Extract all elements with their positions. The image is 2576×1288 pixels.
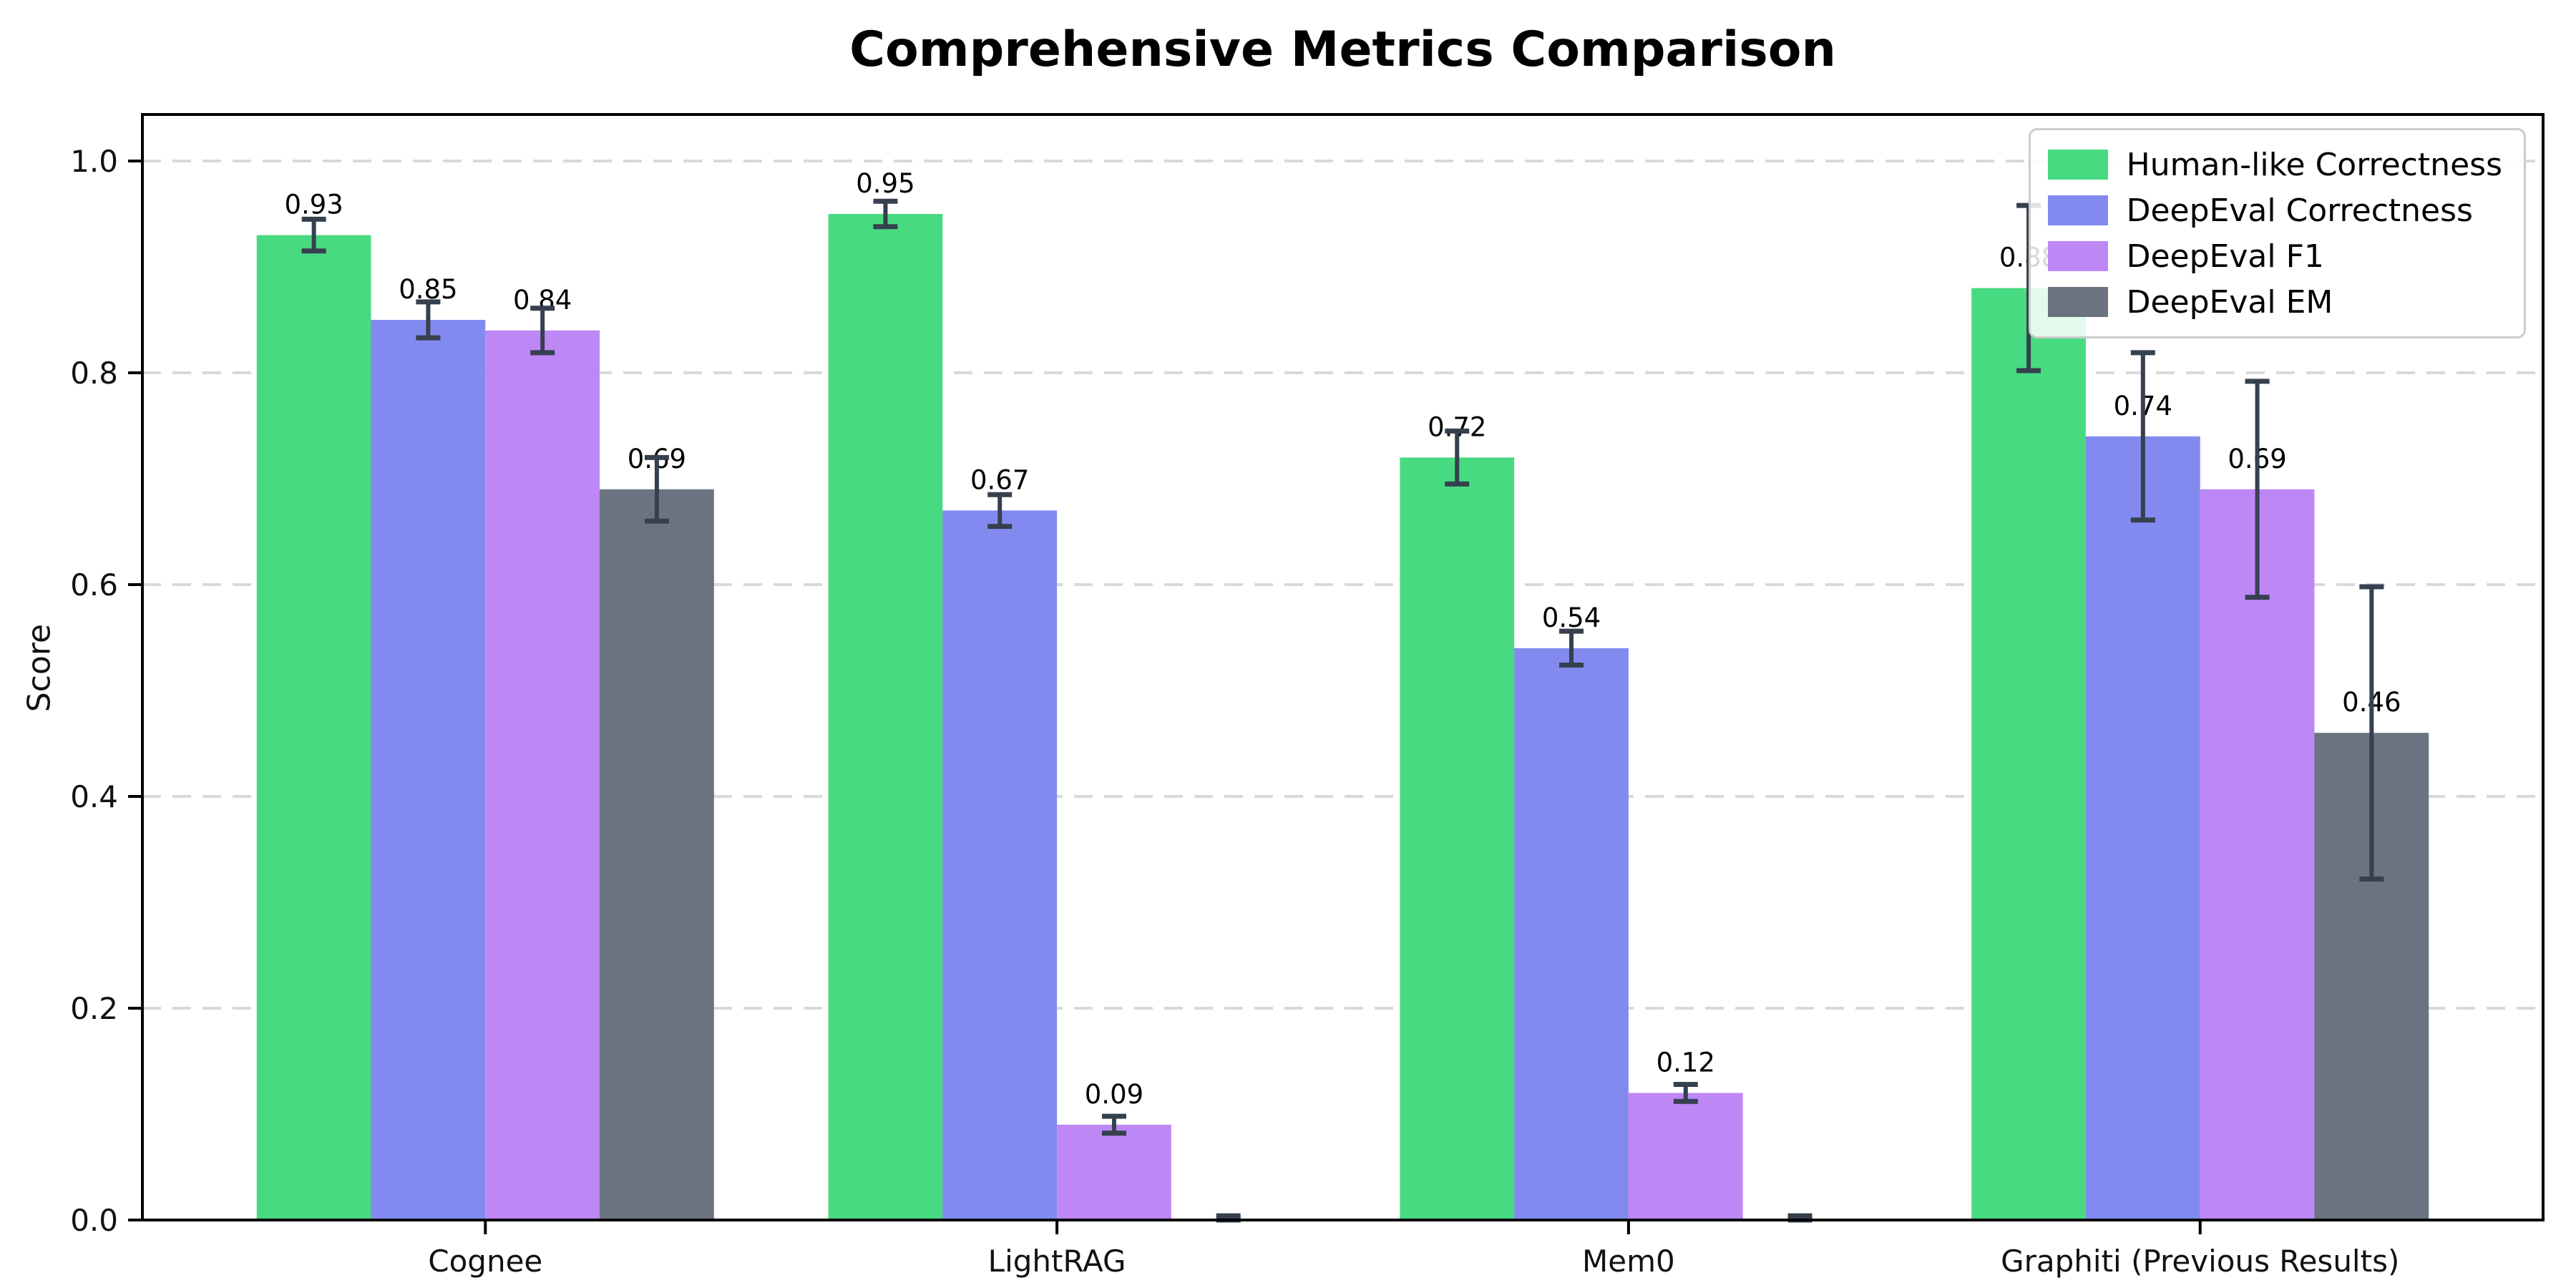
bar-human-like-correctness-cognee (256, 235, 371, 1221)
bar-deepeval-f1-cognee (485, 330, 600, 1220)
legend-label: Human-like Correctness (2126, 146, 2502, 183)
bar-human-like-correctness-graphiti-previous-results- (1971, 288, 2086, 1221)
bar-value-label: 0.12 (1657, 1047, 1715, 1078)
bar-deepeval-em-cognee (600, 489, 714, 1220)
legend-item: DeepEval EM (2047, 279, 2502, 325)
bar-value-label: 0.09 (1085, 1079, 1143, 1110)
bar-deepeval-f1-graphiti-previous-results- (2200, 489, 2315, 1220)
y-tick-label-0.2: 0.2 (70, 991, 118, 1026)
y-tick-label-0.4: 0.4 (70, 779, 118, 814)
bar-deepeval-correctness-graphiti-previous-results- (2085, 436, 2200, 1220)
legend-item: DeepEval Correctness (2047, 187, 2502, 233)
bar-deepeval-correctness-cognee (371, 320, 486, 1220)
legend-item: Human-like Correctness (2047, 142, 2502, 187)
legend-item: DeepEval F1 (2047, 233, 2502, 279)
bar-human-like-correctness-lightrag (828, 214, 943, 1220)
bar-deepeval-correctness-mem0 (1514, 648, 1629, 1220)
chart-title: Comprehensive Metrics Comparison (849, 21, 1836, 78)
legend-swatch-icon (2047, 195, 2108, 225)
legend-swatch-icon (2047, 150, 2108, 180)
y-tick-label-0.6: 0.6 (70, 567, 118, 602)
legend-swatch-icon (2047, 287, 2108, 317)
bar-deepeval-correctness-lightrag (942, 510, 1058, 1220)
bar-deepeval-f1-lightrag (1057, 1124, 1171, 1220)
bar-human-like-correctness-mem0 (1400, 457, 1515, 1220)
legend: Human-like Correctness DeepEval Correctne… (2028, 128, 2526, 338)
x-tick-label: Cognee (428, 1244, 542, 1279)
bar-value-label: 0.67 (970, 464, 1029, 495)
bar-deepeval-f1-mem0 (1628, 1093, 1743, 1220)
legend-label: DeepEval F1 (2126, 238, 2324, 275)
legend-label: DeepEval EM (2126, 283, 2333, 321)
y-tick-label-0.8: 0.8 (70, 356, 118, 391)
y-tick-label-0.0: 0.0 (70, 1203, 118, 1238)
x-tick-label: Mem0 (1582, 1244, 1675, 1279)
bar-value-label: 0.93 (284, 190, 343, 220)
bar-value-label: 0.95 (856, 168, 914, 199)
y-tick-label-1.0: 1.0 (70, 144, 118, 179)
legend-label: DeepEval Correctness (2126, 192, 2473, 229)
bar-value-label: 0.54 (1542, 602, 1601, 633)
plot-border (141, 113, 2545, 1221)
legend-swatch-icon (2047, 241, 2108, 271)
x-tick-label: Graphiti (Previous Results) (2001, 1244, 2399, 1279)
x-tick-label: LightRAG (988, 1244, 1126, 1279)
